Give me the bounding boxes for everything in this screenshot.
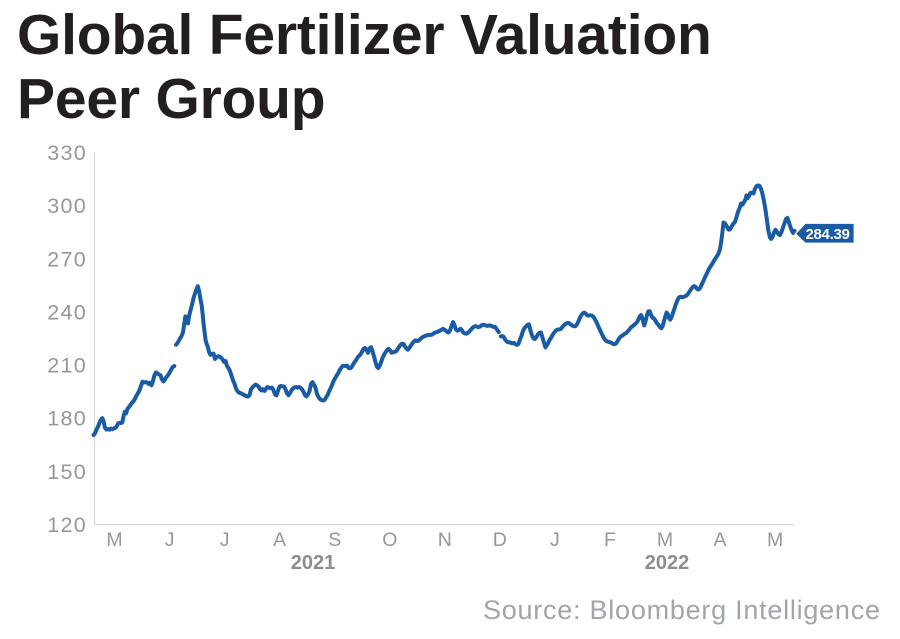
svg-text:2022: 2022: [645, 552, 690, 574]
svg-text:M: M: [657, 529, 673, 551]
svg-text:D: D: [493, 529, 507, 551]
svg-text:A: A: [713, 529, 726, 551]
svg-text:O: O: [382, 529, 397, 551]
svg-text:S: S: [328, 529, 341, 551]
svg-text:N: N: [438, 529, 452, 551]
svg-text:F: F: [604, 529, 616, 551]
svg-text:A: A: [273, 529, 286, 551]
svg-text:120: 120: [47, 513, 87, 537]
svg-text:330: 330: [47, 141, 87, 165]
svg-text:M: M: [767, 529, 783, 551]
svg-text:284.39: 284.39: [805, 226, 849, 243]
svg-text:2021: 2021: [291, 552, 336, 574]
svg-text:J: J: [220, 529, 230, 551]
svg-text:180: 180: [47, 407, 87, 431]
svg-text:300: 300: [47, 194, 87, 218]
svg-text:240: 240: [47, 300, 87, 324]
svg-text:M: M: [106, 529, 122, 551]
svg-text:J: J: [165, 529, 175, 551]
svg-text:J: J: [550, 529, 560, 551]
svg-text:150: 150: [47, 460, 87, 484]
svg-text:270: 270: [47, 247, 87, 271]
svg-text:210: 210: [47, 354, 87, 378]
